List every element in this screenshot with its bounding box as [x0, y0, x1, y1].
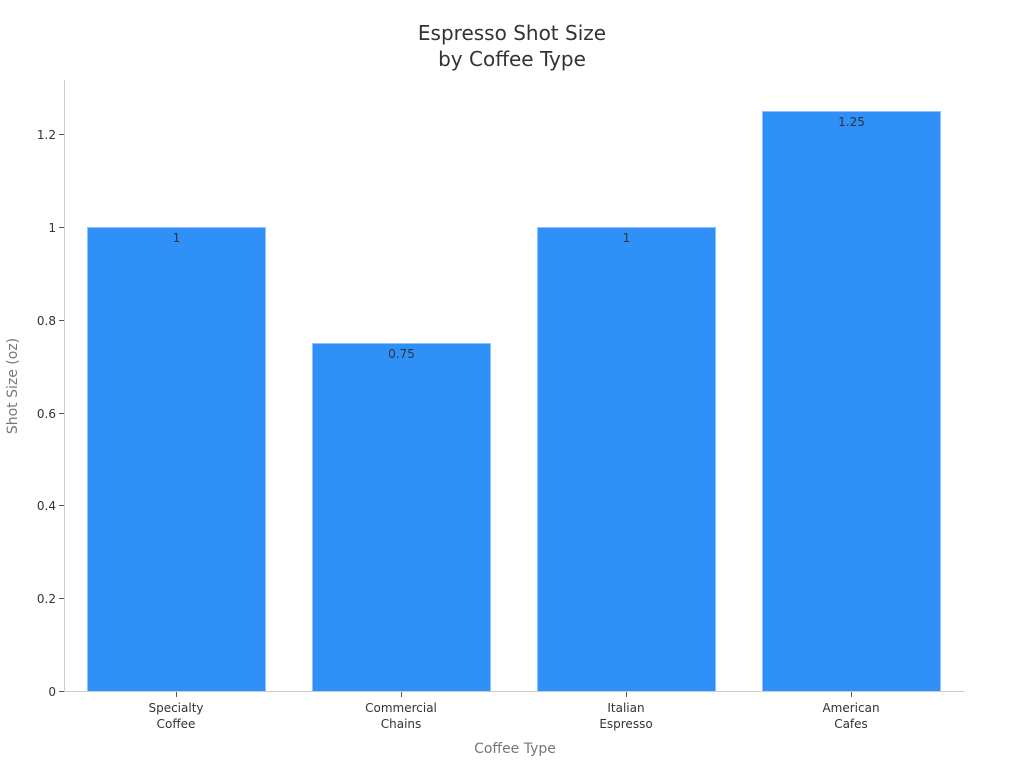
chart-title: Espresso Shot Size by Coffee Type — [0, 20, 1024, 72]
y-tick-mark — [59, 505, 64, 506]
x-tick-label-line: Italian — [607, 701, 645, 715]
x-tick-label: Specialty Coffee — [96, 700, 256, 732]
y-tick-mark — [59, 134, 64, 135]
bar[interactable]: 1.25 — [762, 111, 941, 691]
x-tick-mark — [851, 692, 852, 697]
bar-value-label: 1 — [622, 231, 631, 245]
y-tick-label: 0.8 — [36, 314, 56, 328]
bar[interactable]: 0.75 — [312, 343, 491, 691]
y-axis-label: Shot Size (oz) — [5, 337, 21, 435]
x-tick-mark — [401, 692, 402, 697]
x-axis-line — [64, 691, 964, 692]
y-tick-label: 0.2 — [36, 592, 56, 606]
chart-title-line-2: by Coffee Type — [438, 47, 586, 71]
x-axis-label: Coffee Type — [474, 741, 556, 757]
chart-title-line-1: Espresso Shot Size — [417, 21, 607, 45]
bar[interactable]: 1 — [87, 227, 266, 691]
bar-value-label: 1.25 — [838, 115, 865, 129]
y-tick-label: 1.2 — [36, 128, 56, 142]
x-tick-label-line: American — [822, 701, 880, 715]
x-tick-label-line: Chains — [380, 717, 422, 731]
y-axis-line — [64, 80, 65, 692]
x-tick-label-line: Specialty — [148, 701, 204, 715]
x-tick-label: Commercial Chains — [321, 700, 481, 732]
x-tick-label: American Cafes — [771, 700, 931, 732]
x-tick-label: Italian Espresso — [546, 700, 706, 732]
x-tick-label-line: Espresso — [599, 717, 653, 731]
x-tick-label-line: Commercial — [365, 701, 437, 715]
x-tick-label-line: Coffee — [156, 717, 196, 731]
x-tick-label-line: Cafes — [834, 717, 868, 731]
bar[interactable]: 1 — [537, 227, 716, 691]
bar-value-label: 0.75 — [388, 347, 415, 361]
y-tick-mark — [59, 598, 64, 599]
y-tick-label: 0 — [48, 685, 56, 699]
y-tick-label: 0.6 — [36, 407, 56, 421]
x-tick-mark — [176, 692, 177, 697]
bar-value-label: 1 — [172, 231, 181, 245]
x-tick-mark — [626, 692, 627, 697]
y-tick-label: 1 — [48, 221, 56, 235]
y-tick-mark — [59, 227, 64, 228]
y-tick-mark — [59, 413, 64, 414]
y-tick-label: 0.4 — [36, 499, 56, 513]
y-tick-mark — [59, 691, 64, 692]
y-tick-mark — [59, 320, 64, 321]
